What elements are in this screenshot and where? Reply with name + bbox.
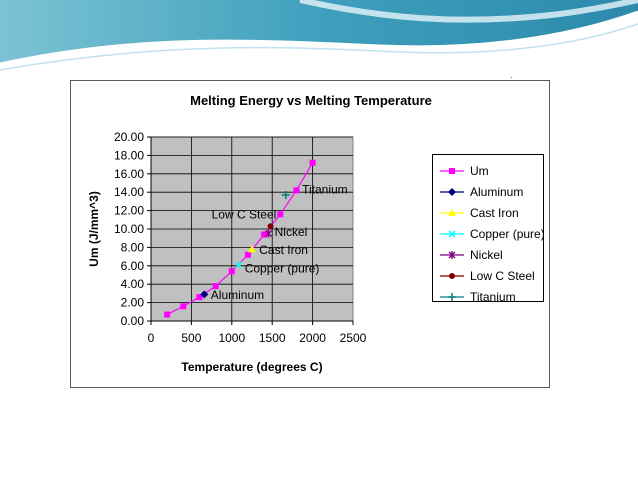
legend-label: Titanium (470, 290, 516, 304)
legend-marker (448, 293, 456, 301)
legend-label: Copper (pure) (470, 227, 545, 241)
x-axis-title: Temperature (degrees C) (181, 360, 322, 374)
chart-title: Melting Energy vs Melting Temperature (190, 93, 432, 108)
y-tick-label: 18.00 (114, 148, 144, 162)
legend-swatch (440, 168, 464, 174)
legend-label: Um (470, 164, 489, 178)
data-point-um (244, 251, 251, 258)
data-point-low-c-steel (267, 223, 274, 230)
y-tick-label: 14.00 (114, 185, 144, 199)
annotation-label: Titanium (302, 182, 348, 196)
chart-legend: Um Aluminum Cast Iron Copper (pure) Nickel Lo… (432, 154, 545, 305)
data-point-um (228, 268, 235, 275)
y-tick-label: 20.00 (114, 130, 144, 144)
legend-item: Cast Iron (433, 205, 543, 221)
data-point-um-shape (228, 268, 235, 275)
data-point-um-shape (261, 231, 268, 238)
legend-marker (448, 230, 456, 238)
annotation-label: Nickel (275, 225, 308, 239)
data-point-um (196, 294, 203, 301)
data-point-nickel-shape (265, 229, 273, 238)
legend-swatch (440, 230, 464, 238)
data-point-nickel (265, 229, 273, 238)
legend-marker (449, 168, 455, 174)
x-tick-label: 500 (181, 331, 201, 345)
annotation-label: Cast Iron (259, 243, 308, 257)
legend-swatch (440, 251, 464, 259)
legend-marker-shape (448, 251, 456, 259)
legend-item: Aluminum (433, 184, 543, 200)
data-point-copper-pure (234, 261, 243, 269)
x-tick-label: 2500 (340, 331, 367, 345)
legend-label: Aluminum (470, 185, 524, 199)
data-point-aluminum-shape (200, 290, 209, 299)
y-tick-label: 2.00 (121, 296, 145, 310)
legend-swatch (440, 273, 464, 279)
data-point-um-shape (277, 211, 284, 218)
legend-swatch (440, 188, 464, 196)
data-point-um-shape (196, 294, 203, 301)
y-tick-label: 10.00 (114, 222, 144, 236)
data-point-um (293, 187, 300, 194)
chart-frame: Melting Energy vs Melting Temperature 0.0… (70, 80, 550, 388)
data-point-um (277, 211, 284, 218)
legend-marker-shape (449, 168, 455, 174)
data-point-um (164, 311, 171, 318)
legend-marker-shape (448, 188, 456, 196)
legend-label: Low C Steel (470, 269, 535, 283)
legend-swatch (440, 209, 464, 216)
legend-marker (449, 273, 455, 279)
legend-marker (448, 188, 456, 196)
slide-dot: . (510, 70, 513, 80)
y-tick-label: 16.00 (114, 167, 144, 181)
data-point-um-shape (212, 283, 219, 290)
y-tick-label: 0.00 (121, 314, 145, 328)
data-point-low-c-steel-shape (267, 223, 274, 230)
data-point-um-shape (180, 303, 187, 310)
data-point-um (261, 231, 268, 238)
x-tick-label: 1500 (259, 331, 286, 345)
legend-marker-shape (449, 273, 455, 279)
legend-marker-shape (448, 209, 456, 216)
data-point-copper-pure-shape (234, 261, 243, 269)
legend-marker-shape (448, 293, 456, 301)
annotation-label: Low C Steel (212, 207, 277, 221)
slide-header-swoosh (0, 0, 638, 71)
x-tick-label: 0 (148, 331, 155, 345)
legend-item: Low C Steel (433, 268, 543, 284)
x-tick-label: 2000 (299, 331, 326, 345)
legend-swatch (440, 293, 464, 301)
data-point-um-shape (244, 251, 251, 258)
legend-item: Titanium (433, 289, 543, 305)
legend-item: Copper (pure) (433, 226, 545, 242)
data-point-um-shape (164, 311, 171, 318)
annotation-label: Aluminum (211, 288, 264, 302)
data-point-um (212, 283, 219, 290)
legend-marker (448, 209, 456, 216)
data-point-cast-iron (248, 245, 256, 253)
data-point-um (309, 159, 316, 166)
legend-marker (448, 251, 456, 259)
legend-label: Cast Iron (470, 206, 519, 220)
y-axis-title: Um (J/mm^3) (87, 191, 101, 267)
data-point-um-shape (309, 159, 316, 166)
data-point-um-shape (293, 187, 300, 194)
y-tick-label: 12.00 (114, 204, 144, 218)
legend-item: Nickel (433, 247, 543, 263)
y-tick-label: 8.00 (121, 240, 145, 254)
x-tick-label: 1000 (218, 331, 245, 345)
data-point-titanium (281, 190, 290, 199)
annotation-label: Copper (pure) (245, 262, 320, 276)
y-tick-label: 4.00 (121, 277, 145, 291)
data-point-um (180, 303, 187, 310)
data-point-aluminum (200, 290, 209, 299)
data-point-titanium-shape (281, 190, 290, 199)
legend-label: Nickel (470, 248, 503, 262)
legend-marker-shape (448, 230, 456, 238)
y-tick-label: 6.00 (121, 259, 145, 273)
chart: Melting Energy vs Melting Temperature 0.0… (87, 93, 432, 374)
legend-item: Um (433, 163, 543, 179)
data-point-cast-iron-shape (248, 245, 256, 253)
